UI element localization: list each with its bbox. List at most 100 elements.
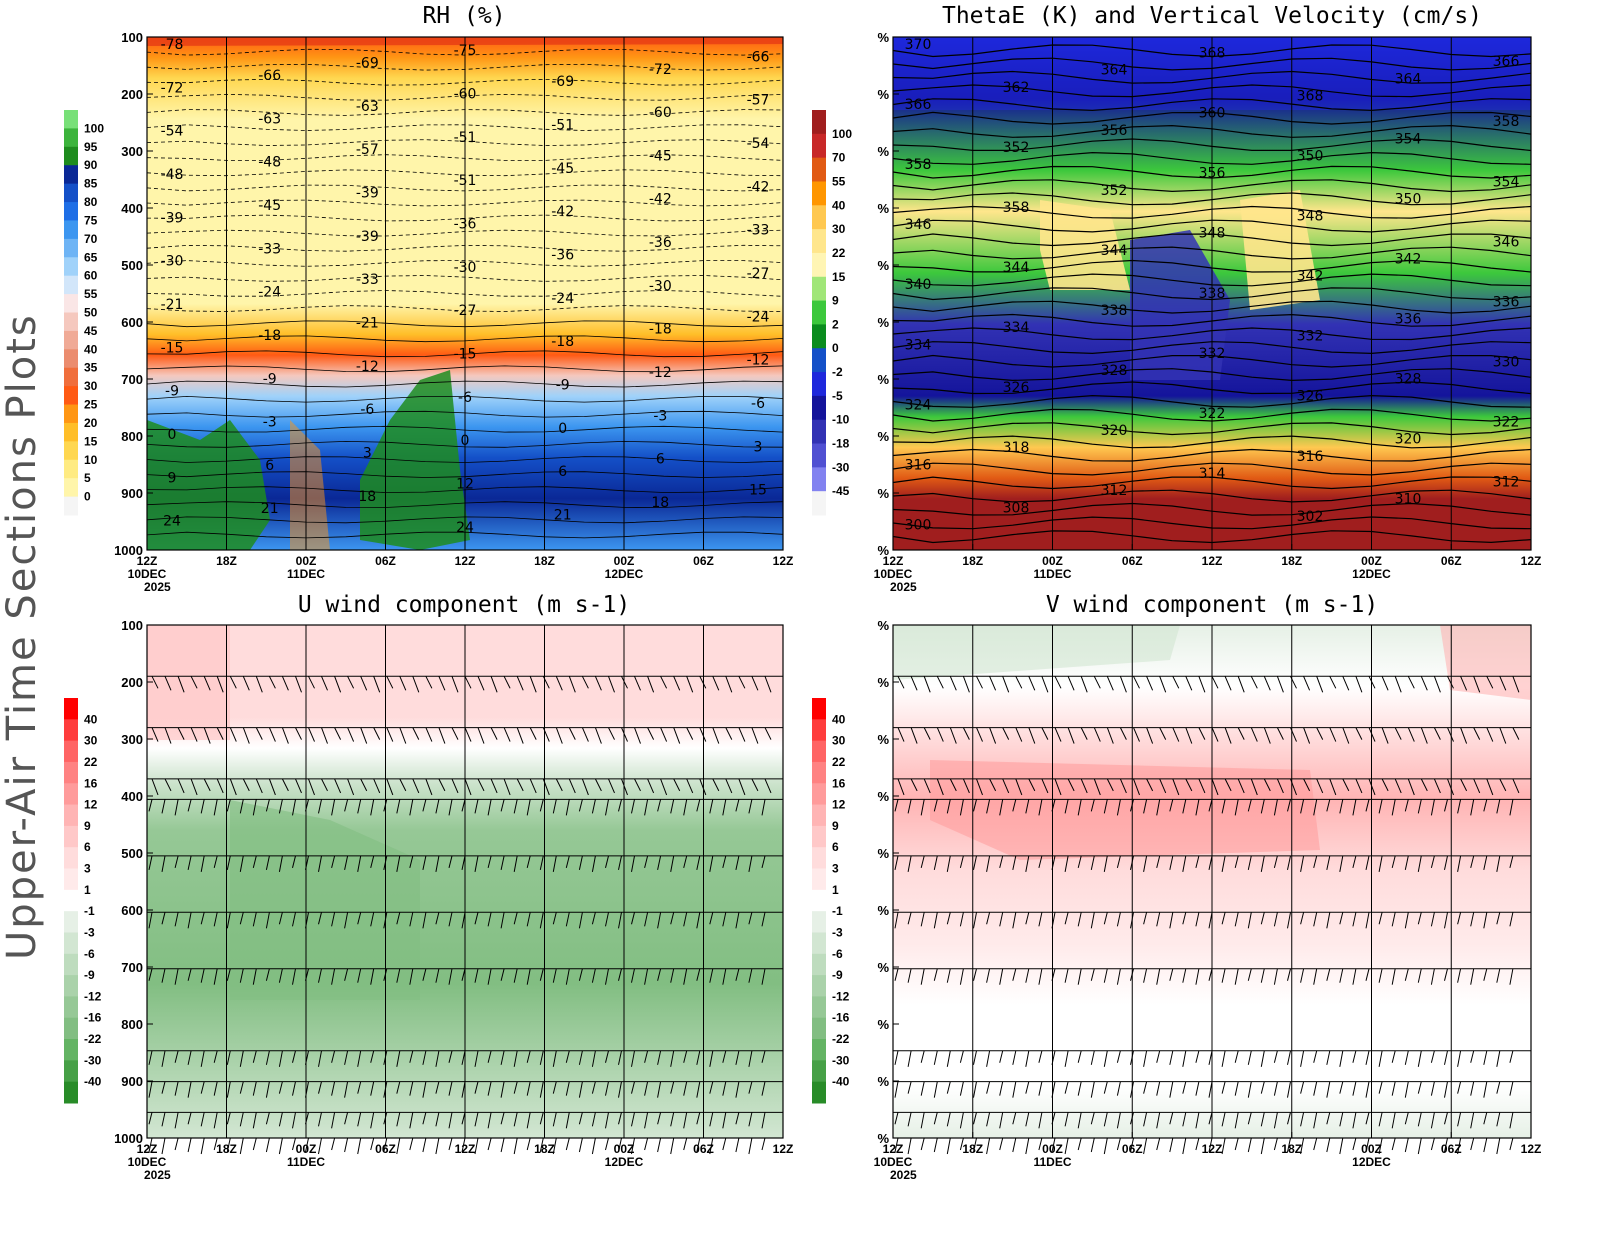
- th-contour-line: [892, 246, 1532, 260]
- u-wind-barb: [331, 912, 336, 927]
- rh-contour-label: 15: [749, 483, 767, 499]
- u-wind-barb: [712, 727, 720, 744]
- u-wind-barb: [409, 1050, 414, 1063]
- v-wind-barb: [1473, 727, 1481, 740]
- v-wind-barb: [1378, 1137, 1383, 1155]
- v-wind-barb: [910, 778, 918, 792]
- u-wind-barb: [357, 1081, 362, 1094]
- v-colorbar-label: -1: [832, 904, 843, 918]
- u-wind-barb: [618, 912, 622, 929]
- v-wind-barb: [1365, 855, 1370, 871]
- u-wind-barb: [318, 1081, 322, 1094]
- v-wind-barb: [1025, 1137, 1030, 1155]
- v-wind-barb: [1287, 855, 1291, 871]
- u-wind-barb: [448, 1081, 453, 1096]
- th-colorbar-label: 0: [832, 341, 839, 355]
- v-wind-barb: [933, 1081, 938, 1098]
- rh-colorbar-label: 35: [84, 361, 98, 375]
- rh-contour-label: -39: [356, 229, 379, 245]
- u-wind-barb: [461, 912, 466, 929]
- u-wind-barb: [555, 727, 563, 744]
- u-wind-barb: [200, 968, 205, 983]
- th-colorbar-swatch: [812, 348, 826, 373]
- v-wind-barb: [1143, 912, 1148, 925]
- v-wind-barb: [1430, 968, 1435, 985]
- u-wind-barb: [725, 727, 733, 740]
- u-wind-barb: [581, 676, 589, 689]
- u-wind-barb: [187, 968, 192, 981]
- v-wind-barb: [1012, 1137, 1017, 1153]
- rh-contour-line: [146, 410, 784, 418]
- u-wind-barb: [203, 778, 211, 792]
- v-wind-barb: [1182, 1112, 1187, 1127]
- v-colorbar-swatch: [812, 804, 826, 827]
- v-wind-barb: [1381, 676, 1389, 691]
- u-wind-barb: [670, 1112, 675, 1127]
- v-wind-barb: [1247, 1081, 1252, 1098]
- v-wind-barb: [1287, 1112, 1291, 1125]
- u-wind-barb: [490, 778, 498, 794]
- v-wind-barb: [1368, 727, 1376, 742]
- v-colorbar-swatch: [812, 761, 826, 784]
- th-contour-label: 310: [1395, 492, 1422, 508]
- u-wind-barb: [644, 1050, 649, 1063]
- u-colorbar-label: -12: [84, 989, 102, 1003]
- v-wind-barb: [986, 799, 991, 814]
- u-wind-barb: [229, 676, 237, 689]
- th-contour-label: 332: [1199, 346, 1226, 362]
- rh-contour-label: -75: [454, 43, 477, 59]
- u-wind-barb: [618, 1137, 622, 1153]
- rh-contour-label: 9: [168, 470, 177, 486]
- u-wind-barb: [177, 778, 185, 794]
- th-contour-label: 322: [1493, 415, 1520, 431]
- v-colorbar-label: 3: [832, 862, 839, 876]
- th-contour-label: 366: [1493, 54, 1520, 70]
- u-wind-barb: [591, 1081, 596, 1094]
- u-wind-barb: [174, 855, 179, 869]
- u-wind-barb: [396, 1081, 401, 1094]
- u-wind-barb: [735, 1112, 740, 1125]
- rh-contour-label: -24: [551, 291, 574, 307]
- v-wind-barb: [1038, 912, 1043, 927]
- rh-contour-label: -66: [258, 68, 281, 84]
- v-wind-barb: [1051, 855, 1056, 871]
- u-wind-barb: [618, 1081, 622, 1098]
- v-wind-barb: [949, 676, 957, 691]
- v-wind-barb: [1041, 727, 1049, 740]
- rh-contour-label: -45: [551, 161, 574, 177]
- u-wind-barb: [605, 1081, 609, 1096]
- u-wind-barb: [373, 676, 381, 693]
- u-x-tick-label: 00Z: [296, 1142, 317, 1156]
- u-x-date-label: 11DEC: [287, 1155, 325, 1169]
- u-wind-barb: [383, 799, 388, 812]
- u-wind-barb: [344, 1137, 349, 1153]
- u-wind-barb: [657, 799, 662, 812]
- v-wind-barb: [1054, 778, 1062, 796]
- v-wind-barb: [1247, 1137, 1252, 1153]
- v-colorbar-label: -16: [832, 1011, 850, 1025]
- u-wind-barb: [529, 727, 537, 740]
- rh-y-tick-label: 300: [121, 144, 143, 159]
- v-wind-barb: [1041, 778, 1049, 794]
- rh-colorbar-swatch: [64, 330, 78, 350]
- u-wind-barb: [370, 912, 375, 927]
- u-wind-barb: [200, 1081, 205, 1094]
- v-wind-barb: [1287, 968, 1291, 981]
- th-contour-label: 342: [1395, 252, 1422, 268]
- v-wind-barb: [1237, 778, 1245, 794]
- v-wind-barb: [1054, 727, 1062, 742]
- v-wind-barb: [1208, 855, 1213, 871]
- v-wind-barb: [959, 968, 964, 985]
- v-wind-barb: [1172, 778, 1180, 796]
- v-wind-barb: [1483, 1081, 1488, 1098]
- u-wind-barb: [412, 778, 420, 794]
- th-contour-line: [892, 165, 1532, 179]
- v-colorbar-swatch: [812, 932, 826, 955]
- v-wind-barb: [1116, 1137, 1121, 1151]
- rh-colorbar-label: 10: [84, 453, 98, 467]
- u-wind-barb: [605, 799, 609, 816]
- u-wind-barb: [177, 676, 185, 693]
- rh-colorbar-swatch: [64, 312, 78, 332]
- rh-contour-line: [146, 109, 784, 116]
- u-wind-barb: [552, 1081, 557, 1094]
